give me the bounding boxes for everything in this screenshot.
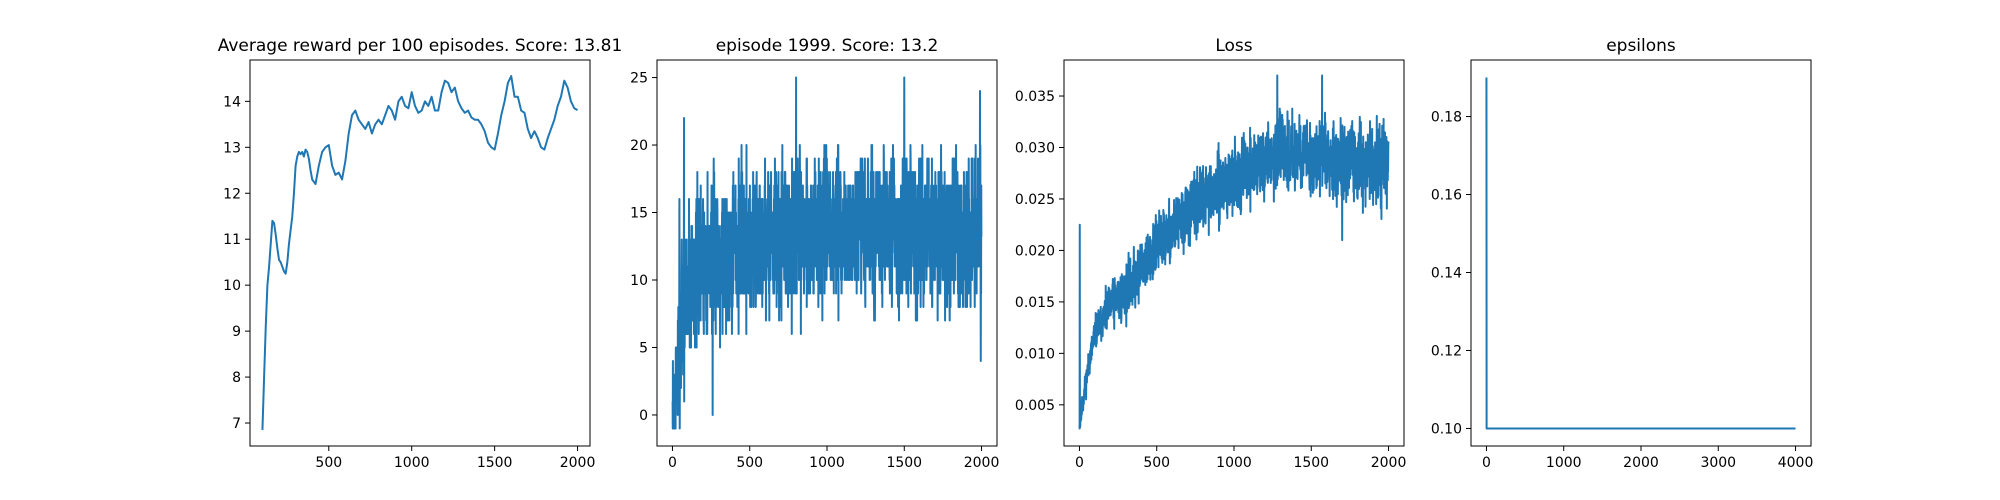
- x-tick-label: 4000: [1778, 455, 1814, 471]
- y-tick-label: 10: [223, 278, 241, 294]
- y-tick-label: 0.16: [1431, 188, 1462, 204]
- y-tick-label: 0.005: [1015, 398, 1055, 414]
- y-tick-label: 0.010: [1015, 346, 1055, 362]
- axes-frame: [1470, 59, 1812, 447]
- y-tick-label: 14: [223, 94, 241, 110]
- x-tick-label: 2000: [964, 455, 1000, 471]
- y-tick-label: 0.025: [1015, 192, 1055, 208]
- y-tick-label: 7: [232, 416, 241, 432]
- y-tick-label: 8: [232, 370, 241, 386]
- chart-title: Average reward per 100 episodes. Score: …: [218, 36, 623, 56]
- y-tick-label: 0.015: [1015, 295, 1055, 311]
- series-line-epsilons: [1485, 77, 1796, 430]
- y-tick-label: 20: [630, 138, 648, 154]
- axes-frame: [249, 59, 591, 447]
- series-line-average-reward: [261, 75, 579, 430]
- x-tick-label: 1500: [1293, 455, 1329, 471]
- x-tick-label: 500: [315, 455, 342, 471]
- series-line-loss: [1078, 74, 1390, 430]
- y-tick-label: 0: [639, 408, 648, 424]
- y-tick-label: 10: [630, 273, 648, 289]
- y-tick-label: 0.18: [1431, 110, 1462, 126]
- y-tick-label: 5: [639, 340, 648, 356]
- y-tick-label: 0.030: [1015, 140, 1055, 156]
- y-tick-label: 0.035: [1015, 89, 1055, 105]
- y-tick-label: 0.14: [1431, 265, 1462, 281]
- x-tick-label: 1500: [477, 455, 513, 471]
- chart-loss: 0 500 1000 1500 2000 0.005 0.010 0.015 0.020 0.02…: [1015, 36, 1406, 471]
- x-tick-label: 1000: [1546, 455, 1582, 471]
- x-tick-label: 1500: [886, 455, 922, 471]
- chart-title: Loss: [1215, 36, 1252, 56]
- axes-frame: [1063, 59, 1405, 447]
- x-tick-label: 500: [736, 455, 763, 471]
- y-tick-label: 9: [232, 324, 241, 340]
- x-tick-label: 2000: [560, 455, 596, 471]
- y-tick-label: 15: [630, 206, 648, 222]
- x-tick-label: 2000: [1623, 455, 1659, 471]
- x-tick-label: 1000: [809, 455, 845, 471]
- y-tick-label: 0.10: [1431, 421, 1462, 437]
- x-tick-label: 0: [668, 455, 677, 471]
- chart-episode-score: 0 500 1000 1500 2000 0 5 10 15 20 25 episode 1999. …: [630, 36, 999, 471]
- x-tick-label: 500: [1143, 455, 1170, 471]
- chart-average-reward: 500 1000 1500 2000 7 8 9 10 11 12 13 14 Average rewa…: [218, 36, 623, 471]
- y-tick-label: 11: [223, 232, 241, 248]
- x-tick-label: 2000: [1371, 455, 1407, 471]
- y-tick-label: 12: [223, 186, 241, 202]
- x-tick-label: 1000: [394, 455, 430, 471]
- chart-epsilons: 0 1000 2000 3000 4000 0.10 0.12 0.14 0.16 0.18 eps…: [1431, 36, 1814, 471]
- chart-title: epsilons: [1606, 36, 1676, 56]
- y-tick-label: 0.12: [1431, 343, 1462, 359]
- chart-title: episode 1999. Score: 13.2: [716, 36, 939, 56]
- series-line-episode-score: [671, 76, 983, 430]
- x-tick-label: 1000: [1216, 455, 1252, 471]
- y-tick-label: 0.020: [1015, 243, 1055, 259]
- y-tick-label: 13: [223, 140, 241, 156]
- x-tick-label: 0: [1075, 455, 1084, 471]
- x-tick-label: 0: [1482, 455, 1491, 471]
- x-tick-label: 3000: [1700, 455, 1736, 471]
- y-tick-label: 25: [630, 71, 648, 87]
